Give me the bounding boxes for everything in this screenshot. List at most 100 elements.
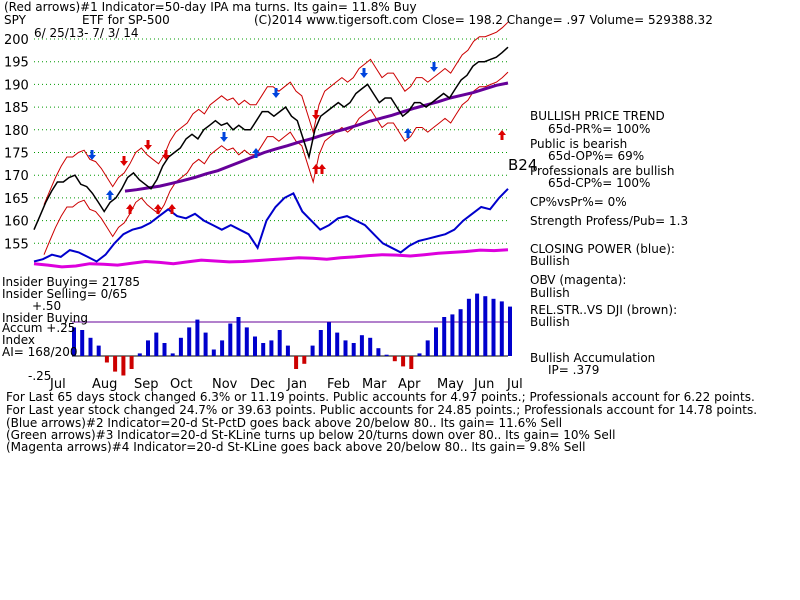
pros-label: Professionals are bullish xyxy=(530,164,675,178)
accum-bar-31 xyxy=(327,322,331,356)
signal-arrow-6 xyxy=(312,110,320,120)
accum-bar-25 xyxy=(277,330,282,356)
minus25-label: -.25 xyxy=(28,369,52,383)
signal-arrow-0 xyxy=(88,150,96,160)
index-label: Index xyxy=(2,333,36,347)
copyright: (C)2014 www.tigersoft.com xyxy=(254,13,418,27)
accum-bar-19 xyxy=(228,323,233,356)
accum-bar-51 xyxy=(491,298,496,356)
accum-bar-7 xyxy=(129,356,134,369)
signal-arrow-15 xyxy=(318,164,326,174)
x-tick-may-10: May xyxy=(437,377,464,392)
footer-line3: (Blue arrows)#2 Indicator=20-d St-PctD g… xyxy=(6,416,563,430)
accum-bar-46 xyxy=(450,314,455,356)
y-tick-labels: 155 160 165 170 175 180 185 190 195 200 xyxy=(4,33,29,252)
x-tick-jun-11: Jun xyxy=(473,377,494,392)
header-line1: (Red arrows)#1 Indicator=50-day IPA ma t… xyxy=(4,0,417,14)
y-tick-155: 155 xyxy=(4,237,29,252)
accum-bar-29 xyxy=(310,345,315,356)
signal-arrow-9 xyxy=(106,190,114,200)
ticker: SPY xyxy=(4,13,26,27)
accum-label: Bullish Accumulation xyxy=(530,351,656,365)
accum-bar-36 xyxy=(368,337,373,356)
accum-bar-28 xyxy=(302,356,307,364)
lower-band xyxy=(43,71,509,255)
accum-bar-50 xyxy=(483,296,488,356)
accum-bar-48 xyxy=(466,298,471,356)
signal-arrow-13 xyxy=(252,148,260,158)
y-tick-190: 190 xyxy=(4,78,29,93)
accum-bar-4 xyxy=(104,356,109,363)
x-tick-aug-1: Aug xyxy=(92,377,117,392)
accum-bar-14 xyxy=(187,327,192,356)
signal-arrow-4 xyxy=(220,132,228,142)
relstr-value: Bullish xyxy=(530,315,570,329)
plus50-label: +.50 xyxy=(32,299,62,313)
accum-bar-52 xyxy=(499,301,504,356)
ma-line xyxy=(124,81,509,193)
footer-line2: For Last year stock changed 24.7% or 39.… xyxy=(6,403,758,417)
y-tick-195: 195 xyxy=(4,56,29,71)
x-tick-oct-3: Oct xyxy=(170,377,192,392)
x-tick-apr-9: Apr xyxy=(398,377,421,392)
obv-label: OBV (magenta): xyxy=(530,273,627,287)
accum-bar-42 xyxy=(417,353,422,356)
signal-arrow-3 xyxy=(162,150,170,160)
accum-bar-33 xyxy=(343,340,348,356)
signal-arrow-7 xyxy=(360,68,368,78)
accum-bar-17 xyxy=(211,349,216,356)
accum-bar-34 xyxy=(351,343,356,356)
accum-bar-47 xyxy=(458,309,463,356)
accum-bar-49 xyxy=(475,293,480,356)
y-tick-200: 200 xyxy=(4,33,29,48)
y-tick-185: 185 xyxy=(4,101,29,116)
signal-arrow-12 xyxy=(168,204,176,214)
cp-pct: 65d-CP%= 100% xyxy=(548,176,651,190)
signal-arrow-5 xyxy=(272,88,280,98)
y-tick-175: 175 xyxy=(4,147,29,162)
y-tick-165: 165 xyxy=(4,192,29,207)
obv-line xyxy=(33,248,509,269)
accum-bar-10 xyxy=(154,332,159,356)
accum-bar-41 xyxy=(409,356,414,369)
upper-band xyxy=(43,21,509,205)
accum-bar-0 xyxy=(72,327,76,356)
ai-value: AI= 168/200 xyxy=(2,345,78,359)
accum-bar-38 xyxy=(384,354,389,356)
accum-bar-35 xyxy=(359,335,364,356)
signal-arrows xyxy=(88,62,506,214)
accum-label-left: Accum +.25 xyxy=(2,321,76,335)
cp-vs-pr: CP%vsPr%= 0% xyxy=(530,195,627,209)
price-lines xyxy=(33,46,509,269)
accum-bar-3 xyxy=(96,345,101,356)
etf-description: ETF for SP-500 xyxy=(82,13,170,27)
y-tick-170: 170 xyxy=(4,169,29,184)
closing-power-line xyxy=(33,188,509,263)
accum-bar-40 xyxy=(401,356,406,367)
footer-line4: (Green arrows)#3 Indicator=20-d St-KLine… xyxy=(6,428,616,442)
signal-arrow-1 xyxy=(120,156,128,166)
accum-bar-22 xyxy=(253,336,257,356)
accum-bar-5 xyxy=(113,356,118,372)
accum-bar-39 xyxy=(392,356,397,362)
signal-arrow-17 xyxy=(498,130,506,140)
obv-value: Bullish xyxy=(530,286,570,300)
relstr-label: REL.STR..VS DJI (brown): xyxy=(530,303,678,317)
price-line xyxy=(33,46,509,230)
accum-bar-16 xyxy=(203,332,208,356)
signal-arrow-10 xyxy=(126,204,134,214)
accum-bar-27 xyxy=(294,356,299,369)
closing-power-label: CLOSING POWER (blue): xyxy=(530,242,675,256)
x-tick-dec-5: Dec xyxy=(250,377,275,392)
public-label: Public is bearish xyxy=(530,137,628,151)
x-tick-labels: Jul Aug Sep Oct Nov Dec Jan Feb Mar Apr May Jun Jul xyxy=(49,377,523,392)
strength: Strength Profess/Pub= 1.3 xyxy=(530,214,689,228)
footer-line1: For Last 65 days stock changed 6.3% or 1… xyxy=(6,390,755,404)
price-gridlines xyxy=(34,38,508,244)
accum-bar-20 xyxy=(236,317,241,356)
ip-value: IP= .379 xyxy=(548,363,600,377)
accum-bar-44 xyxy=(434,327,438,356)
accum-bar-11 xyxy=(162,343,167,356)
x-tick-mar-8: Mar xyxy=(362,377,387,392)
